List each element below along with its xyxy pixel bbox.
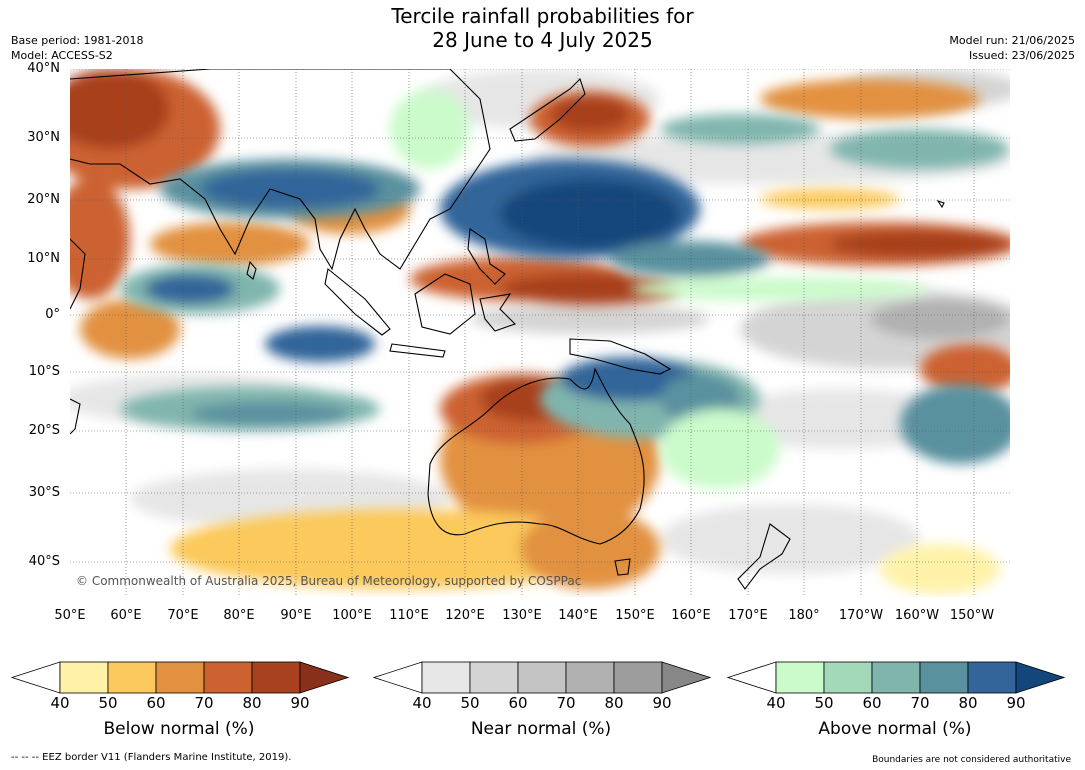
below-colorbar — [11, 661, 349, 694]
lon-label: 160°E — [671, 608, 711, 623]
above-colorbar-segment — [871, 661, 921, 694]
lon-label: 70°E — [167, 608, 199, 623]
lon-label: 180° — [788, 608, 820, 623]
below-colorbar-segment — [107, 661, 157, 694]
near-colorbar-title: Near normal (%) — [470, 719, 612, 739]
near-colorbar-segment — [565, 661, 615, 694]
below-tick-label: 60 — [146, 694, 166, 712]
lon-label: 100°E — [332, 608, 372, 623]
model-name: Model: ACCESS-S2 — [11, 49, 113, 62]
lon-label: 90°E — [280, 608, 312, 623]
lon-label: 150°W — [949, 608, 995, 623]
meta-right: Model run: 21/06/2025 Issued: 23/06/2025 — [949, 33, 1075, 63]
lon-label: 110°E — [389, 608, 429, 623]
near-colorbar — [373, 661, 711, 694]
above-tick-label: 80 — [958, 694, 978, 712]
above-colorbar-segment — [823, 661, 873, 694]
lat-label: 10°N — [27, 251, 60, 266]
near-colorbar-segment — [421, 661, 471, 694]
below-colorbar-segment — [203, 661, 253, 694]
graticule — [70, 69, 1010, 597]
above-tick-label: 50 — [814, 694, 834, 712]
above-tick-label: 90 — [1006, 694, 1026, 712]
near-tick-label: 60 — [508, 694, 528, 712]
lon-label: 120°E — [445, 608, 485, 623]
lon-label: 60°E — [110, 608, 142, 623]
lat-label: 10°S — [28, 364, 60, 379]
lat-label: 30°S — [28, 485, 60, 500]
above-colorbar-segment — [775, 661, 825, 694]
map-panel: © Commonwealth of Australia 2025, Bureau… — [70, 69, 1010, 597]
lat-label: 0° — [45, 307, 60, 322]
lon-label: 80°E — [223, 608, 255, 623]
lat-label: 20°S — [28, 423, 60, 438]
above-colorbar-title: Above normal (%) — [818, 719, 972, 739]
lon-label: 160°W — [894, 608, 940, 623]
near-colorbar-segment — [517, 661, 567, 694]
title-line-1: Tercile rainfall probabilities for — [391, 4, 694, 28]
near-tick-label: 40 — [412, 694, 432, 712]
map-title: Tercile rainfall probabilities for 28 Ju… — [0, 4, 1085, 52]
base-period: Base period: 1981-2018 — [11, 34, 144, 47]
lat-label: 40°S — [28, 554, 60, 569]
above-colorbar-lower-extend — [727, 661, 777, 694]
above-colorbar-upper-extend — [1015, 661, 1065, 694]
lat-label: 40°N — [27, 61, 60, 76]
below-colorbar-segment — [155, 661, 205, 694]
above-colorbar — [727, 661, 1065, 694]
near-tick-label: 90 — [652, 694, 672, 712]
below-colorbar-upper-extend — [299, 661, 349, 694]
below-tick-label: 50 — [98, 694, 118, 712]
eez-footnote: -- -- -- EEZ border V11 (Flanders Marine… — [11, 752, 292, 763]
lon-label: 140°E — [558, 608, 598, 623]
near-colorbar-upper-extend — [661, 661, 711, 694]
near-colorbar-segment — [469, 661, 519, 694]
copyright-notice: © Commonwealth of Australia 2025, Bureau… — [76, 574, 582, 588]
below-tick-label: 40 — [50, 694, 70, 712]
above-colorbar-segment — [967, 661, 1017, 694]
near-tick-label: 50 — [460, 694, 480, 712]
issued-date: Issued: 23/06/2025 — [968, 49, 1075, 62]
below-tick-label: 90 — [290, 694, 310, 712]
near-colorbar-segment — [613, 661, 663, 694]
model-run: Model run: 21/06/2025 — [949, 34, 1075, 47]
boundaries-disclaimer: Boundaries are not considered authoritat… — [872, 755, 1071, 765]
near-tick-label: 70 — [556, 694, 576, 712]
below-colorbar-title: Below normal (%) — [103, 719, 255, 739]
near-tick-label: 80 — [604, 694, 624, 712]
lat-label: 30°N — [27, 130, 60, 145]
map-canvas — [70, 69, 1010, 597]
above-tick-label: 60 — [862, 694, 882, 712]
lon-label: 130°E — [502, 608, 542, 623]
coastlines — [70, 69, 945, 590]
above-colorbar-segment — [919, 661, 969, 694]
near-colorbar-lower-extend — [373, 661, 423, 694]
lon-label: 50°E — [54, 608, 86, 623]
lon-label: 170°E — [728, 608, 768, 623]
title-line-2: 28 June to 4 July 2025 — [432, 28, 653, 52]
below-colorbar-lower-extend — [11, 661, 61, 694]
lat-label: 20°N — [27, 192, 60, 207]
below-tick-label: 70 — [194, 694, 214, 712]
above-tick-label: 40 — [766, 694, 786, 712]
meta-left: Base period: 1981-2018 Model: ACCESS-S2 — [11, 33, 143, 63]
above-tick-label: 70 — [910, 694, 930, 712]
below-tick-label: 80 — [242, 694, 262, 712]
below-colorbar-segment — [59, 661, 109, 694]
lon-label: 150°E — [615, 608, 655, 623]
lon-label: 170°W — [838, 608, 884, 623]
below-colorbar-segment — [251, 661, 301, 694]
